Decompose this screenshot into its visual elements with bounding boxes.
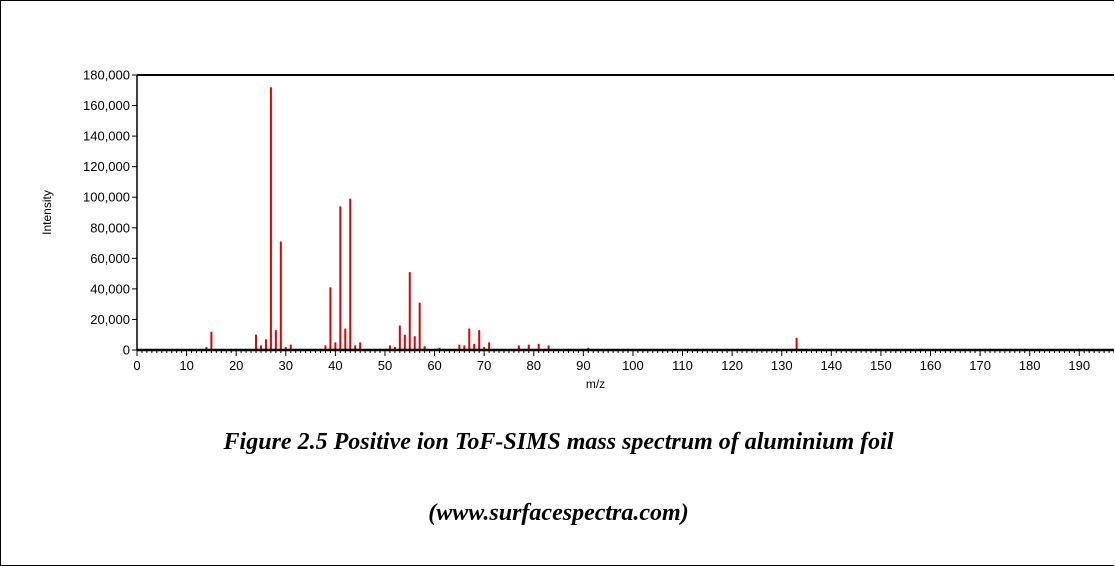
x-tick-label: 130: [771, 358, 793, 373]
x-tick-label: 150: [870, 358, 892, 373]
x-tick-label: 120: [721, 358, 743, 373]
y-tick-label: 160,000: [83, 98, 130, 113]
y-axis-label: Intensity: [40, 190, 54, 235]
axes: [136, 74, 1114, 352]
y-axis-ticks: 0 20,000 40,000 60,000 80,000 100,000 120,000 1…: [83, 68, 137, 358]
x-tick-label: 90: [576, 358, 590, 373]
y-tick-label: 180,000: [83, 68, 130, 83]
x-axis-label: m/z: [586, 377, 605, 391]
x-tick-label: 10: [179, 358, 193, 373]
y-tick-label: 20,000: [90, 312, 130, 327]
y-tick-label: 60,000: [90, 251, 130, 266]
y-tick-label: 40,000: [90, 281, 130, 296]
x-tick-label: 70: [477, 358, 491, 373]
figure-source: (www.surfacespectra.com): [428, 500, 689, 526]
x-tick-label: 0: [133, 358, 140, 373]
x-tick-label: 160: [920, 358, 942, 373]
x-tick-label: 20: [229, 358, 243, 373]
x-tick-label: 110: [672, 358, 693, 373]
x-tick-label: 100: [622, 358, 644, 373]
x-tick-label: 60: [427, 358, 441, 373]
x-tick-label: 80: [527, 358, 541, 373]
y-tick-label: 100,000: [83, 190, 130, 205]
y-tick-label: 0: [123, 343, 130, 358]
spectrum-peaks: [205, 87, 798, 350]
x-tick-label: 40: [328, 358, 342, 373]
x-tick-label: 180: [1019, 358, 1041, 373]
y-tick-label: 80,000: [90, 220, 130, 235]
spectrum-chart: 0 20,000 40,000 60,000 80,000 100,000 120,000 1…: [40, 68, 1114, 391]
x-tick-label: 50: [378, 358, 392, 373]
x-tick-label: 190: [1068, 358, 1090, 373]
x-tick-label: 140: [820, 358, 842, 373]
x-axis-ticks: 0 10 20 30 40 50 60 70 80 90 100 110 120 130 140 150 160…: [133, 350, 1114, 373]
x-tick-label: 30: [279, 358, 293, 373]
y-tick-label: 120,000: [83, 159, 130, 174]
x-tick-label: 170: [969, 358, 991, 373]
figure-caption: Figure 2.5 Positive ion ToF-SIMS mass sp…: [223, 429, 894, 455]
y-tick-label: 140,000: [83, 129, 130, 144]
